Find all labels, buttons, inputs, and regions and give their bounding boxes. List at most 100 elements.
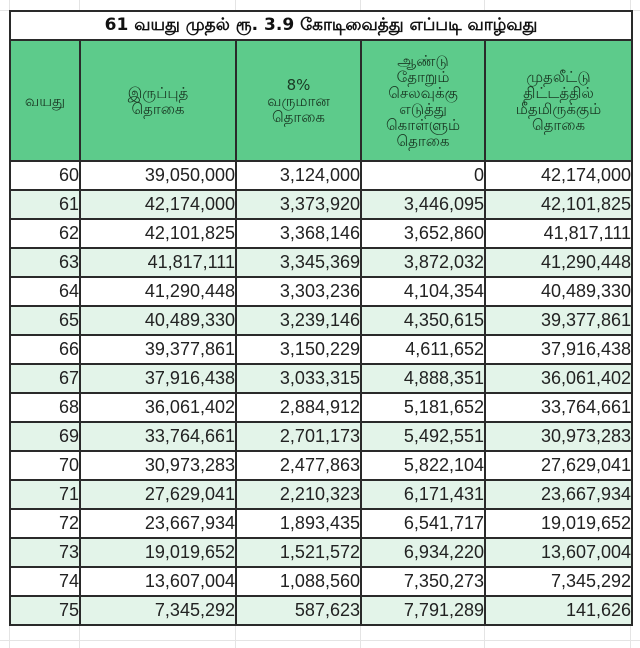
- cell-income[interactable]: 3,373,920: [235, 189, 362, 220]
- cell-expense[interactable]: 4,888,351: [360, 363, 486, 394]
- cell-income[interactable]: 1,893,435: [235, 508, 362, 539]
- cell-balance[interactable]: 19,019,652: [79, 537, 237, 568]
- cell-expense[interactable]: 5,181,652: [360, 392, 486, 423]
- cell-age[interactable]: 74: [9, 566, 81, 597]
- header-line: தொகை: [531, 115, 586, 134]
- cell-age[interactable]: 61: [9, 189, 81, 220]
- cell-remaining[interactable]: 37,916,438: [483, 334, 634, 365]
- cell-age[interactable]: 75: [9, 595, 81, 626]
- cell-balance[interactable]: 40,489,330: [79, 305, 237, 336]
- header-line: வயது: [24, 91, 66, 110]
- cell-balance[interactable]: 13,607,004: [79, 566, 237, 597]
- cell-age[interactable]: 70: [9, 450, 81, 481]
- cell-expense[interactable]: 0: [360, 160, 486, 191]
- cell-age[interactable]: 71: [9, 479, 81, 510]
- cell-income[interactable]: 2,477,863: [235, 450, 362, 481]
- cell-balance[interactable]: 23,667,934: [79, 508, 237, 539]
- table-row: 64 41,290,448 3,303,236 4,104,354 40,489,330: [9, 276, 634, 307]
- cell-expense[interactable]: 5,492,551: [360, 421, 486, 452]
- cell-income[interactable]: 587,623: [235, 595, 362, 626]
- cell-income[interactable]: 3,239,146: [235, 305, 362, 336]
- cell-expense[interactable]: 7,350,273: [360, 566, 486, 597]
- cell-balance[interactable]: 39,377,861: [79, 334, 237, 365]
- cell-remaining[interactable]: 23,667,934: [483, 479, 634, 510]
- cell-remaining[interactable]: 33,764,661: [483, 392, 634, 423]
- cell-income[interactable]: 2,701,173: [235, 421, 362, 452]
- table-row: 71 27,629,041 2,210,323 6,171,431 23,667,934: [9, 479, 634, 510]
- header-line: தொகை: [271, 107, 326, 126]
- header-line: செலவுக்கு: [388, 83, 458, 102]
- header-line: ஆண்டு: [397, 51, 449, 70]
- cell-age[interactable]: 67: [9, 363, 81, 394]
- cell-balance[interactable]: 30,973,283: [79, 450, 237, 481]
- cell-expense[interactable]: 4,611,652: [360, 334, 486, 365]
- cell-expense[interactable]: 3,446,095: [360, 189, 486, 220]
- cell-balance[interactable]: 36,061,402: [79, 392, 237, 423]
- cell-balance[interactable]: 42,174,000: [79, 189, 237, 220]
- cell-balance[interactable]: 41,290,448: [79, 276, 237, 307]
- header-income-8pct[interactable]: 8% வருமான தொகை: [235, 39, 362, 162]
- cell-age[interactable]: 68: [9, 392, 81, 423]
- cell-expense[interactable]: 4,350,615: [360, 305, 486, 336]
- cell-income[interactable]: 3,124,000: [235, 160, 362, 191]
- header-remaining-investment[interactable]: முதலீட்டு திட்டத்தில் மீதமிருக்கும் தொகை: [483, 39, 634, 162]
- cell-income[interactable]: 2,884,912: [235, 392, 362, 423]
- cell-income[interactable]: 3,345,369: [235, 247, 362, 278]
- cell-expense[interactable]: 5,822,104: [360, 450, 486, 481]
- cell-remaining[interactable]: 141,626: [483, 595, 634, 626]
- cell-remaining[interactable]: 41,290,448: [483, 247, 634, 278]
- table-row: 75 7,345,292 587,623 7,791,289 141,626: [9, 595, 634, 626]
- cell-remaining[interactable]: 36,061,402: [483, 363, 634, 394]
- table-row: 62 42,101,825 3,368,146 3,652,860 41,817,111: [9, 218, 634, 249]
- cell-expense[interactable]: 7,791,289: [360, 595, 486, 626]
- cell-remaining[interactable]: 30,973,283: [483, 421, 634, 452]
- cell-expense[interactable]: 3,652,860: [360, 218, 486, 249]
- cell-balance[interactable]: 39,050,000: [79, 160, 237, 191]
- cell-expense[interactable]: 4,104,354: [360, 276, 486, 307]
- table-row: 68 36,061,402 2,884,912 5,181,652 33,764,661: [9, 392, 634, 423]
- cell-remaining[interactable]: 39,377,861: [483, 305, 634, 336]
- cell-age[interactable]: 63: [9, 247, 81, 278]
- table-row: 63 41,817,111 3,345,369 3,872,032 41,290,448: [9, 247, 634, 278]
- cell-age[interactable]: 66: [9, 334, 81, 365]
- cell-balance[interactable]: 42,101,825: [79, 218, 237, 249]
- cell-balance[interactable]: 27,629,041: [79, 479, 237, 510]
- cell-age[interactable]: 72: [9, 508, 81, 539]
- header-balance[interactable]: இருப்புத் தொகை: [79, 39, 237, 162]
- header-line: வருமான: [267, 91, 330, 110]
- cell-age[interactable]: 60: [9, 160, 81, 191]
- cell-income[interactable]: 3,150,229: [235, 334, 362, 365]
- header-line: தொகை: [396, 131, 450, 150]
- cell-remaining[interactable]: 7,345,292: [483, 566, 634, 597]
- cell-remaining[interactable]: 27,629,041: [483, 450, 634, 481]
- cell-age[interactable]: 64: [9, 276, 81, 307]
- cell-income[interactable]: 1,088,560: [235, 566, 362, 597]
- header-age[interactable]: வயது: [9, 39, 81, 162]
- cell-expense[interactable]: 3,872,032: [360, 247, 486, 278]
- cell-balance[interactable]: 33,764,661: [79, 421, 237, 452]
- cell-income[interactable]: 3,033,315: [235, 363, 362, 394]
- cell-balance[interactable]: 7,345,292: [79, 595, 237, 626]
- header-annual-expense[interactable]: ஆண்டு தோறும் செலவுக்கு எடுத்து கொள்ளும் தொகை: [360, 39, 486, 162]
- cell-remaining[interactable]: 13,607,004: [483, 537, 634, 568]
- cell-remaining[interactable]: 42,101,825: [483, 189, 634, 220]
- cell-age[interactable]: 65: [9, 305, 81, 336]
- table-row: 65 40,489,330 3,239,146 4,350,615 39,377,861: [9, 305, 634, 336]
- cell-balance[interactable]: 37,916,438: [79, 363, 237, 394]
- cell-income[interactable]: 2,210,323: [235, 479, 362, 510]
- cell-age[interactable]: 62: [9, 218, 81, 249]
- cell-income[interactable]: 3,368,146: [235, 218, 362, 249]
- cell-income[interactable]: 3,303,236: [235, 276, 362, 307]
- cell-expense[interactable]: 6,171,431: [360, 479, 486, 510]
- cell-expense[interactable]: 6,541,717: [360, 508, 486, 539]
- cell-remaining[interactable]: 42,174,000: [483, 160, 634, 191]
- cell-remaining[interactable]: 41,817,111: [483, 218, 634, 249]
- cell-remaining[interactable]: 40,489,330: [483, 276, 634, 307]
- cell-age[interactable]: 73: [9, 537, 81, 568]
- cell-expense[interactable]: 6,934,220: [360, 537, 486, 568]
- table-title[interactable]: 61 வயது முதல் ரூ. 3.9 கோடிவைத்து எப்படி …: [8, 10, 634, 41]
- cell-balance[interactable]: 41,817,111: [79, 247, 237, 278]
- cell-age[interactable]: 69: [9, 421, 81, 452]
- cell-remaining[interactable]: 19,019,652: [483, 508, 634, 539]
- cell-income[interactable]: 1,521,572: [235, 537, 362, 568]
